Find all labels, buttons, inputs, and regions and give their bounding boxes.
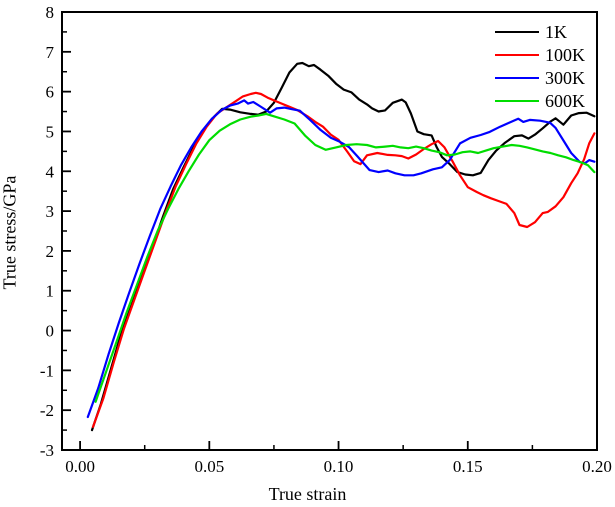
legend-line-sample-300k: [495, 76, 539, 79]
x-tick-label: 0.00: [65, 457, 95, 476]
legend-line-sample-600k: [495, 99, 539, 102]
y-tick-label: 6: [46, 83, 55, 102]
legend-label: 1K: [545, 21, 567, 42]
y-axis-title: True stress/GPa: [0, 175, 20, 290]
y-tick-label: 8: [46, 3, 55, 22]
series-line-300K: [86, 99, 596, 419]
x-axis-title: True strain: [268, 484, 347, 504]
legend-label: 300K: [545, 67, 585, 88]
y-tick-label: -3: [40, 441, 54, 460]
y-tick-label: 0: [46, 322, 55, 341]
legend: 1K 100K 300K 600K: [495, 20, 585, 112]
y-tick-label: 1: [46, 282, 55, 301]
legend-label: 600K: [545, 90, 585, 111]
legend-item-300k: 300K: [495, 66, 585, 89]
y-tick-label: 2: [46, 242, 55, 261]
x-tick-label: 0.20: [582, 457, 612, 476]
x-tick-label: 0.05: [194, 457, 224, 476]
y-tick-label: 5: [46, 122, 55, 141]
legend-line-sample-1k: [495, 30, 539, 33]
legend-item-600k: 600K: [495, 89, 585, 112]
y-tick-label: -1: [40, 361, 54, 380]
legend-line-sample-100k: [495, 53, 539, 56]
series-line-100K: [91, 91, 596, 428]
legend-item-100k: 100K: [495, 43, 585, 66]
y-tick-label: 3: [46, 202, 55, 221]
legend-label: 100K: [545, 44, 585, 65]
x-tick-label: 0.15: [453, 457, 483, 476]
y-tick-label: 7: [46, 43, 55, 62]
legend-item-1k: 1K: [495, 20, 585, 43]
y-tick-label: -2: [40, 401, 54, 420]
x-tick-label: 0.10: [324, 457, 354, 476]
y-tick-label: 4: [46, 162, 55, 181]
series-line-600K: [94, 112, 596, 403]
